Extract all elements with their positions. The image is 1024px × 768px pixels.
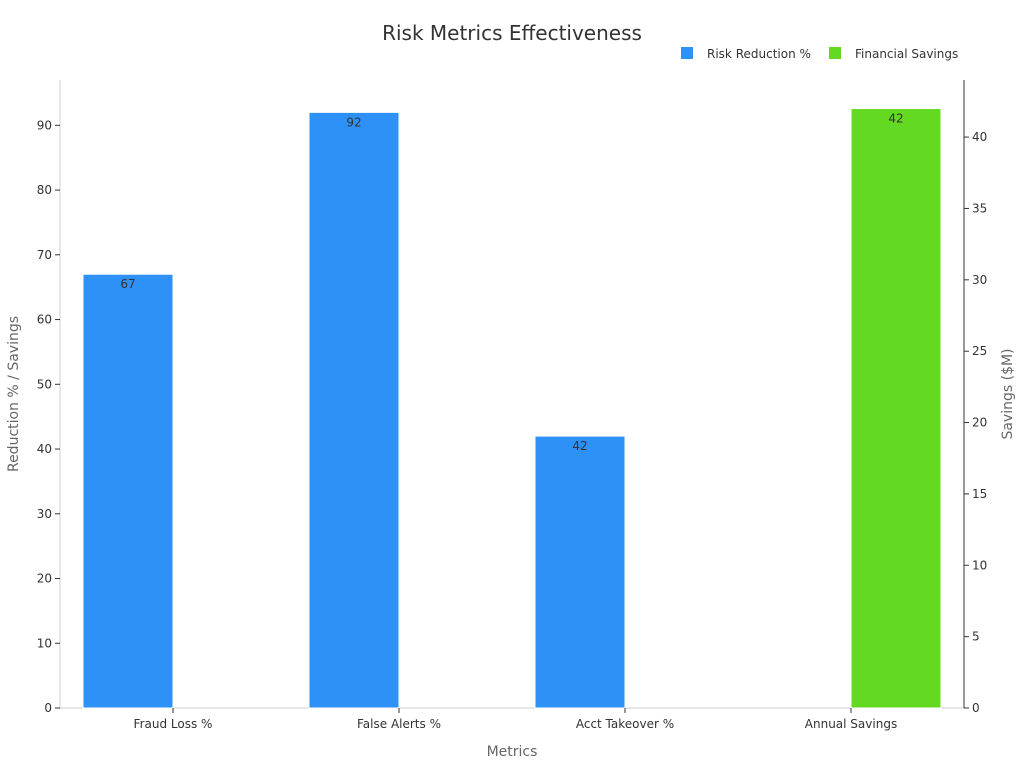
right-tick-label: 25 xyxy=(972,344,987,358)
bar-value-label: 42 xyxy=(572,439,587,453)
left-tick-label: 20 xyxy=(37,572,52,586)
right-tick-label: 5 xyxy=(972,630,980,644)
right-tick-label: 35 xyxy=(972,201,987,215)
x-tick-label: Fraud Loss % xyxy=(134,717,213,731)
bar-value-label: 92 xyxy=(346,115,361,129)
bar-risk-reduction xyxy=(308,111,400,709)
x-tick-label: Acct Takeover % xyxy=(576,717,674,731)
left-tick-label: 0 xyxy=(44,701,52,715)
left-tick-label: 30 xyxy=(37,507,52,521)
left-tick-label: 60 xyxy=(37,313,52,327)
right-tick-label: 15 xyxy=(972,487,987,501)
left-axis-title: Reduction % / Savings xyxy=(6,316,22,472)
left-tick-label: 70 xyxy=(37,248,52,262)
right-tick-label: 20 xyxy=(972,416,987,430)
left-tick-label: 50 xyxy=(37,377,52,391)
right-tick-label: 10 xyxy=(972,558,987,572)
bar-value-label: 67 xyxy=(120,277,135,291)
chart-title: Risk Metrics Effectiveness xyxy=(382,21,642,45)
bar-value-label: 42 xyxy=(888,112,903,126)
legend-label: Risk Reduction % xyxy=(707,47,811,61)
left-tick-label: 90 xyxy=(37,118,52,132)
right-tick-label: 0 xyxy=(972,701,980,715)
x-tick-label: False Alerts % xyxy=(357,717,441,731)
legend-swatch xyxy=(681,47,693,59)
right-tick-label: 30 xyxy=(972,273,987,287)
right-tick-label: 40 xyxy=(972,130,987,144)
x-tick-label: Annual Savings xyxy=(805,717,897,731)
left-tick-label: 40 xyxy=(37,442,52,456)
bar-financial-savings xyxy=(850,108,942,709)
legend-swatch xyxy=(829,47,841,59)
bars: 67 92 42 42 xyxy=(82,108,942,709)
x-axis-ticks: Fraud Loss % False Alerts % Acct Takeover … xyxy=(134,708,897,731)
legend-label: Financial Savings xyxy=(855,47,958,61)
left-tick-label: 80 xyxy=(37,183,52,197)
bar-risk-reduction xyxy=(82,273,174,709)
bar-risk-reduction xyxy=(534,435,626,709)
left-tick-label: 10 xyxy=(37,636,52,650)
right-axis-title: Savings ($M) xyxy=(1000,348,1016,439)
right-axis-ticks: 0 5 10 15 20 25 30 35 40 xyxy=(964,130,987,715)
x-axis-title: Metrics xyxy=(487,744,538,760)
legend: Risk Reduction % Financial Savings xyxy=(681,47,958,61)
left-axis-ticks: 0 10 20 30 40 50 60 70 80 90 xyxy=(37,118,60,715)
